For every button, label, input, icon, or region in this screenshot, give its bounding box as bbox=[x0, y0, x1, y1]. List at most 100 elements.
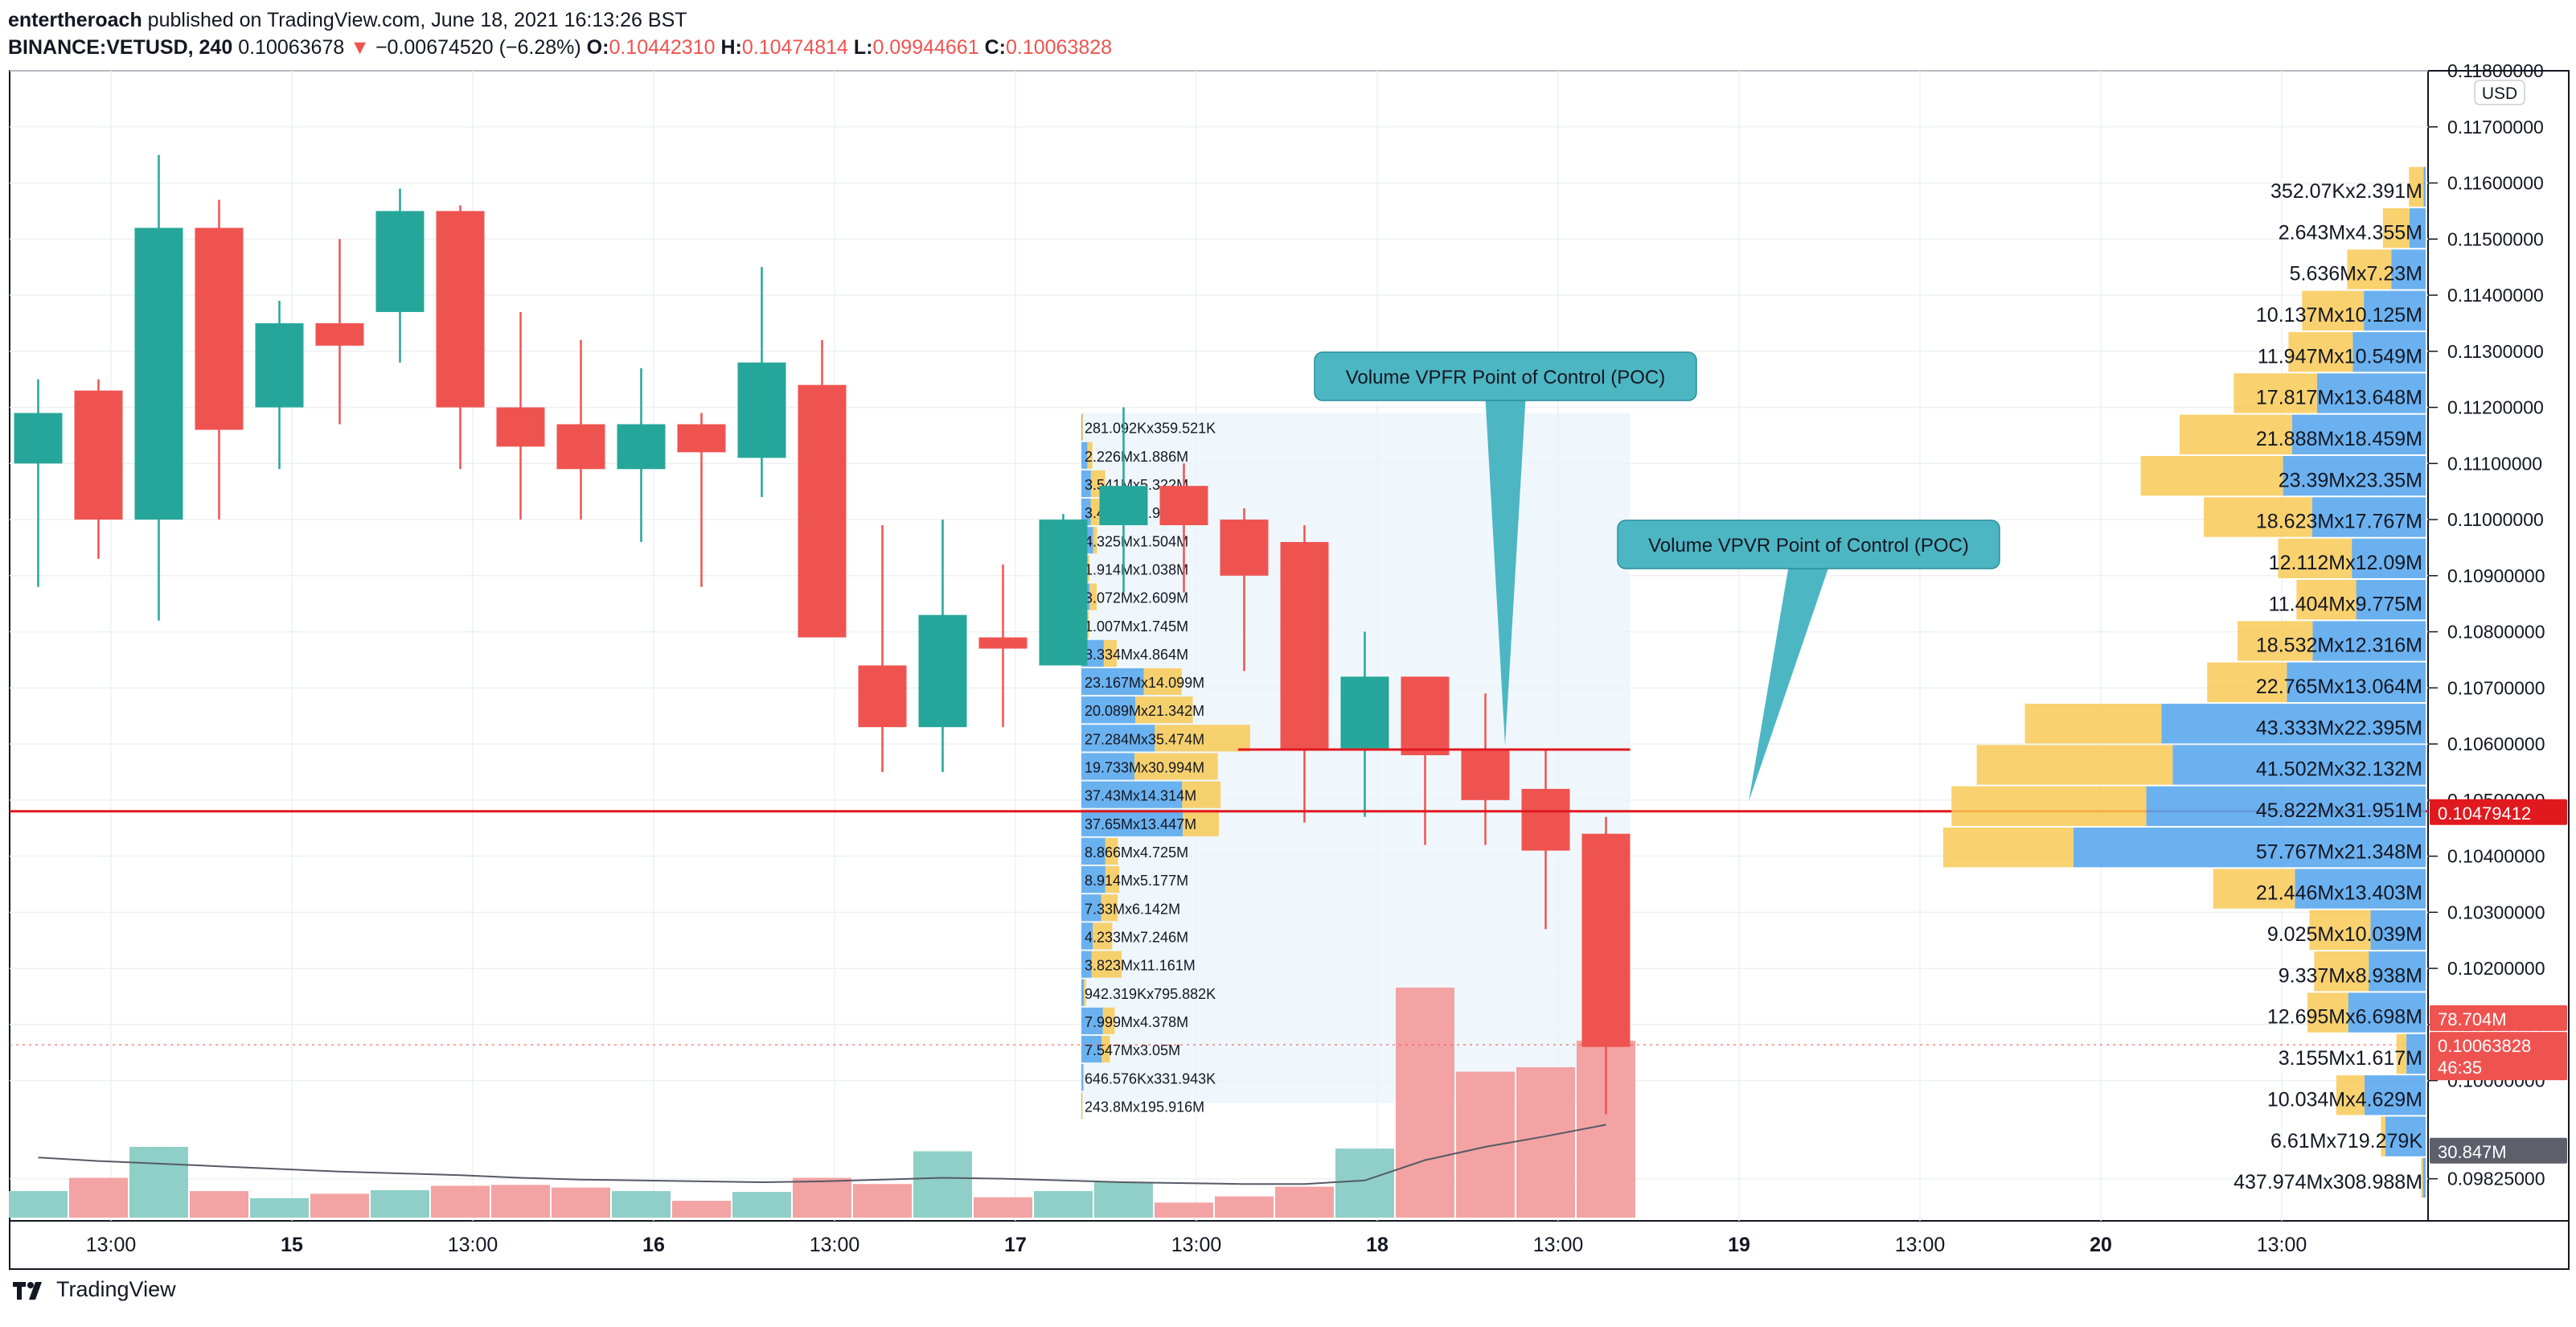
candle-body bbox=[195, 228, 244, 430]
brand-name: TradingView bbox=[56, 1277, 176, 1301]
vpvr-up-bar bbox=[2422, 1157, 2426, 1198]
vpfr-row-label: 20.089Mx21.342M bbox=[1085, 703, 1204, 719]
vpfr-down-bar bbox=[1089, 583, 1097, 610]
candle-body bbox=[1280, 541, 1329, 750]
volume-tag-text: 78.704M bbox=[2438, 1009, 2507, 1029]
volume-bar bbox=[1456, 1071, 1515, 1218]
volume-bar bbox=[853, 1184, 912, 1218]
vpvr-row-label: 17.817Mx13.648M bbox=[2256, 387, 2422, 409]
volume-bar bbox=[1034, 1191, 1093, 1218]
price-tick-label: 0.11400000 bbox=[2447, 285, 2544, 306]
publish-info: published on TradingView.com, June 18, 2… bbox=[147, 9, 687, 31]
vpfr-down-bar bbox=[1143, 668, 1182, 696]
vpfr-up-bar bbox=[1081, 1092, 1082, 1120]
candle-body bbox=[1039, 520, 1088, 666]
vpvr-row-label: 3.155Mx1.617M bbox=[2279, 1047, 2422, 1070]
vpvr-row-label: 352.07Kx2.391M bbox=[2270, 180, 2422, 203]
vpfr-down-bar bbox=[1182, 781, 1221, 808]
vpfr-down-bar bbox=[1083, 1064, 1085, 1091]
poc-price-tag bbox=[2430, 799, 2567, 825]
symbol-label[interactable]: BINANCE:VETUSD, 240 bbox=[8, 36, 233, 59]
vpvr-row-label: 18.623Mx17.767M bbox=[2256, 511, 2422, 533]
volume-bar bbox=[1396, 988, 1454, 1218]
price-change: −0.00674520 (−6.28%) bbox=[375, 36, 581, 59]
volume-bar bbox=[1155, 1202, 1213, 1218]
vpfr-up-bar bbox=[1081, 725, 1155, 752]
candle-body bbox=[556, 424, 605, 470]
close-label: C: bbox=[984, 36, 1006, 59]
author-name[interactable]: entertheroach bbox=[8, 9, 142, 31]
down-arrow-icon: ▼ bbox=[350, 36, 370, 59]
vpvr-down-bar bbox=[2207, 662, 2287, 703]
vpfr-row-label: 23.167Mx14.099M bbox=[1085, 675, 1204, 691]
volume-bar bbox=[129, 1147, 188, 1218]
volume-ma-line bbox=[38, 1124, 1606, 1185]
vpfr-poc-callout-label: Volume VPFR Point of Control (POC) bbox=[1346, 367, 1665, 388]
vpvr-down-bar bbox=[2347, 249, 2392, 290]
candle-body bbox=[1099, 486, 1148, 526]
vpfr-down-bar bbox=[1093, 527, 1097, 554]
vpvr-up-bar bbox=[2291, 414, 2426, 454]
low-value: 0.09944661 bbox=[872, 36, 979, 59]
footer: TradingView bbox=[11, 1277, 176, 1302]
vpfr-down-bar bbox=[1105, 866, 1120, 894]
time-tick-label: 13:00 bbox=[810, 1234, 860, 1256]
vpvr-row-label: 437.974Mx308.988M bbox=[2233, 1171, 2422, 1193]
vpfr-row-label: 8.866Mx4.725M bbox=[1085, 844, 1188, 861]
vpfr-up-bar bbox=[1081, 979, 1085, 1006]
vpfr-up-bar bbox=[1081, 781, 1183, 808]
vpfr-down-bar bbox=[1183, 809, 1220, 836]
volume-bar bbox=[310, 1193, 369, 1218]
candle-body bbox=[737, 362, 786, 458]
candle-body bbox=[315, 323, 364, 346]
vpvr-up-bar bbox=[2356, 579, 2426, 620]
publish-line: entertheroach published on TradingView.c… bbox=[8, 6, 1112, 34]
vpfr-up-bar bbox=[1081, 413, 1082, 441]
time-axis-frame bbox=[9, 1220, 2570, 1270]
vpvr-up-bar bbox=[2073, 828, 2426, 868]
candle-body bbox=[14, 413, 63, 464]
time-tick-label: 13:00 bbox=[86, 1234, 137, 1256]
vpfr-up-bar bbox=[1081, 1035, 1102, 1063]
vpfr-row-label: 1.007Mx1.745M bbox=[1085, 618, 1188, 635]
price-tick-label: 0.11100000 bbox=[2447, 453, 2542, 474]
volume-bar bbox=[1335, 1148, 1394, 1218]
vpfr-down-bar bbox=[1105, 837, 1118, 865]
volume-tag bbox=[2430, 1004, 2567, 1031]
vpvr-row-label: 57.767Mx21.348M bbox=[2256, 840, 2422, 863]
vpvr-up-bar bbox=[2364, 290, 2426, 331]
vpfr-row-label: 2.226Mx1.886M bbox=[1085, 449, 1188, 465]
vpvr-up-bar bbox=[2316, 373, 2426, 413]
vpfr-row-label: 281.092Kx359.521K bbox=[1085, 421, 1216, 437]
vpvr-poc-callout-pointer bbox=[1749, 567, 1829, 802]
time-tick-label: 13:00 bbox=[448, 1234, 498, 1256]
vpvr-down-bar bbox=[2140, 455, 2283, 496]
vpvr-down-bar bbox=[2336, 1075, 2365, 1115]
ohlc-line: BINANCE:VETUSD, 240 0.10063678 ▼ −0.0067… bbox=[8, 34, 1112, 61]
vpvr-up-bar bbox=[2370, 910, 2426, 951]
vpvr-row-label: 6.61Mx719.279K bbox=[2270, 1130, 2422, 1152]
vpvr-up-bar bbox=[2423, 166, 2426, 207]
candle-body bbox=[918, 614, 967, 728]
time-tick-label: 20 bbox=[2090, 1234, 2112, 1256]
vpfr-row-label: 4.233Mx7.246M bbox=[1085, 929, 1188, 945]
volume-bar bbox=[1094, 1182, 1153, 1218]
price-tick-label: 0.10800000 bbox=[2447, 622, 2545, 643]
time-tick-label: 17 bbox=[1004, 1234, 1027, 1256]
vpvr-row-label: 12.695Mx6.698M bbox=[2267, 1006, 2422, 1029]
volume-bar bbox=[1275, 1186, 1334, 1218]
price-tick-label: 0.11000000 bbox=[2447, 509, 2544, 530]
volume-bar bbox=[793, 1177, 851, 1218]
candle-body bbox=[1220, 520, 1269, 576]
volume-bar bbox=[9, 1191, 68, 1218]
price-tick-label: 0.10400000 bbox=[2447, 846, 2545, 867]
vpvr-up-bar bbox=[2406, 1033, 2426, 1074]
vpvr-down-bar bbox=[2396, 1033, 2407, 1074]
vpfr-row-label: 37.43Mx14.314M bbox=[1085, 788, 1196, 804]
vpvr-up-bar bbox=[2161, 704, 2426, 744]
vpvr-down-bar bbox=[2288, 331, 2353, 372]
vpfr-row-label: 3.823Mx11.161M bbox=[1085, 958, 1196, 974]
vpvr-up-bar bbox=[2283, 455, 2426, 496]
low-label: L: bbox=[853, 36, 873, 59]
